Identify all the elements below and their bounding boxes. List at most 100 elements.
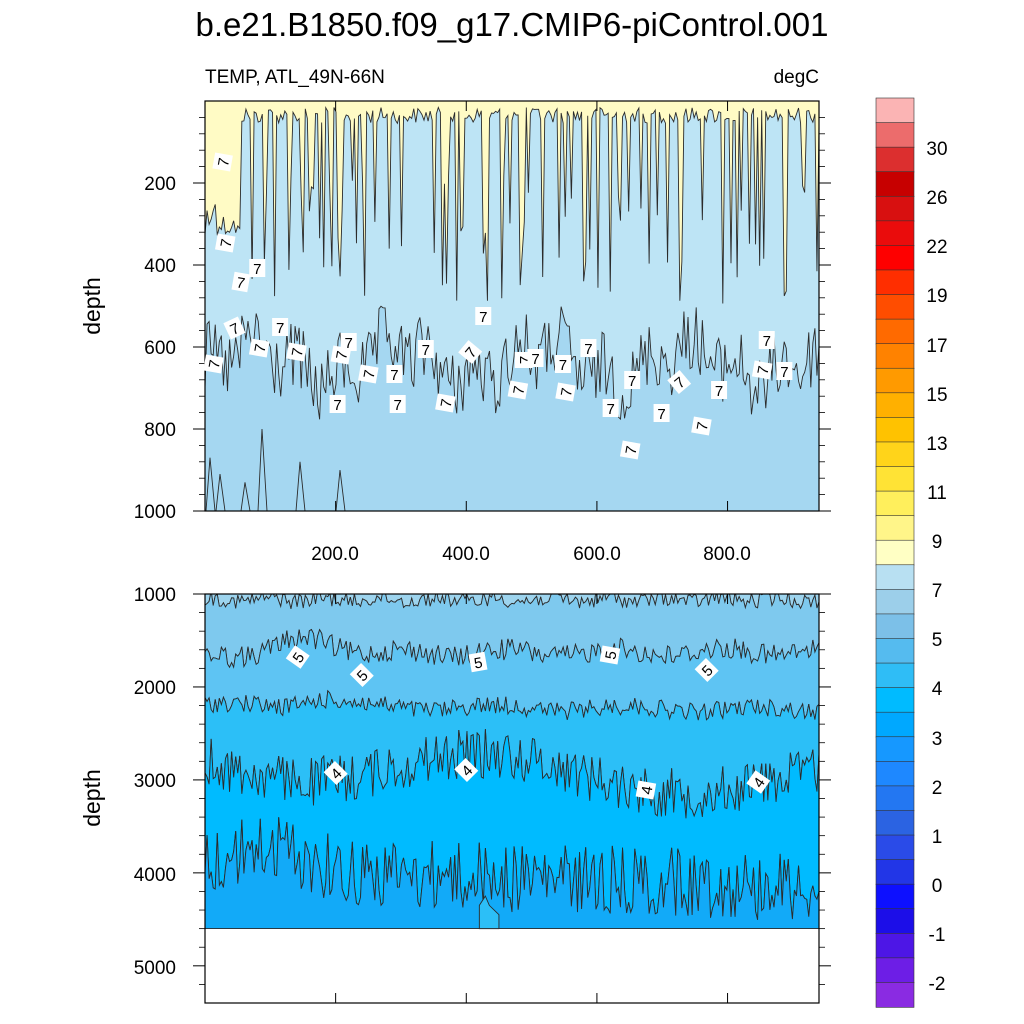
svg-text:5: 5 bbox=[602, 650, 620, 661]
colorbar-label: 9 bbox=[932, 532, 943, 553]
contour-spike bbox=[205, 457, 216, 511]
bottom-channel bbox=[478, 895, 500, 930]
svg-text:7: 7 bbox=[558, 387, 576, 398]
colorbar-label: 13 bbox=[926, 434, 947, 455]
contour-label: 7 bbox=[231, 271, 251, 293]
y-tick-label: 4000 bbox=[134, 865, 176, 886]
top-panel: TEMP, ATL_49N-66N degC 200 400 600 800 1… bbox=[79, 67, 831, 565]
svg-text:7: 7 bbox=[276, 320, 284, 337]
top-plot-frame bbox=[204, 100, 820, 512]
contour-label: 7 bbox=[624, 371, 641, 390]
x-tick-label: 400.0 bbox=[442, 544, 490, 565]
y-tick-label: 200 bbox=[144, 174, 176, 195]
colorbar-box bbox=[875, 761, 915, 787]
contour-label: 7 bbox=[417, 340, 434, 359]
contour-label: 7 bbox=[711, 381, 728, 400]
svg-text:7: 7 bbox=[390, 367, 398, 384]
bottom-y-tick-labels: 1000 2000 3000 4000 5000 bbox=[134, 585, 176, 979]
contour-label: 5 bbox=[349, 662, 374, 688]
svg-text:7: 7 bbox=[755, 365, 773, 376]
x-tick-label: 800.0 bbox=[703, 544, 751, 565]
y-tick-label: 3000 bbox=[134, 771, 176, 792]
y-tick-label: 600 bbox=[144, 338, 176, 359]
contour-label: 7 bbox=[776, 362, 793, 381]
colorbar-box bbox=[875, 343, 915, 369]
y-tick-label: 1000 bbox=[134, 585, 176, 606]
colorbar-label: -2 bbox=[929, 974, 946, 995]
contour-label: 7 bbox=[619, 440, 641, 460]
contour-label: 7 bbox=[214, 233, 236, 253]
colorbar-box bbox=[875, 883, 915, 910]
contour-label: 7 bbox=[249, 259, 266, 278]
colorbar-label: 19 bbox=[926, 286, 947, 307]
svg-text:7: 7 bbox=[289, 347, 307, 358]
contour-spike bbox=[257, 428, 268, 511]
svg-text:7: 7 bbox=[715, 383, 723, 400]
svg-text:4: 4 bbox=[638, 785, 656, 796]
contour-label: 7 bbox=[340, 333, 357, 352]
svg-text:7: 7 bbox=[361, 369, 379, 380]
colorbar-label: 1 bbox=[932, 827, 943, 848]
colorbar: 30 26 22 19 17 15 13 11 9 7 5 4 3 2 1 0 … bbox=[875, 97, 948, 1008]
colorbar-box bbox=[875, 417, 915, 443]
contour-label: 7 bbox=[555, 382, 576, 402]
top-mid-band bbox=[205, 101, 819, 421]
colorbar-box bbox=[875, 589, 915, 615]
svg-text:7: 7 bbox=[422, 342, 430, 359]
contour-label: 4 bbox=[454, 757, 479, 783]
svg-text:7: 7 bbox=[235, 274, 246, 292]
colorbar-label: 0 bbox=[932, 876, 943, 897]
contour-label: 7 bbox=[758, 331, 775, 350]
contour-label: 4 bbox=[746, 770, 771, 794]
colorbar-box bbox=[875, 613, 915, 640]
contour-label: 7 bbox=[435, 393, 456, 413]
contour-label: 7 bbox=[212, 152, 233, 172]
contour-label: 7 bbox=[527, 349, 544, 368]
x-tick-label: 600.0 bbox=[573, 544, 621, 565]
svg-text:7: 7 bbox=[584, 341, 592, 358]
colorbar-box bbox=[875, 687, 915, 713]
colorbar-box bbox=[875, 736, 915, 763]
contour-label: 7 bbox=[691, 416, 712, 436]
colorbar-box bbox=[875, 957, 915, 984]
contour-label: 7 bbox=[272, 318, 289, 337]
colorbar-label: 11 bbox=[927, 483, 947, 504]
svg-text:7: 7 bbox=[438, 398, 456, 409]
contour-label: 7 bbox=[329, 395, 346, 414]
colorbar-label: 7 bbox=[932, 581, 943, 602]
colorbar-box bbox=[875, 662, 915, 689]
contour-spike bbox=[335, 469, 346, 511]
colorbar-label: 4 bbox=[932, 679, 943, 700]
colorbar-box bbox=[875, 859, 915, 885]
top-y-tick-labels: 200 400 600 800 1000 bbox=[134, 174, 176, 523]
bottom-contour-labels: 5 5 5 5 5 4 4 4 4 bbox=[285, 645, 771, 800]
y-tick-label: 800 bbox=[144, 420, 176, 441]
svg-text:7: 7 bbox=[333, 397, 341, 414]
contour-label: 7 bbox=[458, 340, 483, 364]
top-y-axis-label: depth bbox=[79, 277, 105, 335]
svg-text:7: 7 bbox=[531, 351, 539, 368]
colorbar-label: 26 bbox=[926, 188, 947, 209]
colorbar-box bbox=[875, 441, 915, 468]
svg-text:7: 7 bbox=[763, 333, 771, 350]
colorbar-box bbox=[875, 171, 915, 197]
contour-label: 7 bbox=[223, 316, 246, 340]
colorbar-label: 30 bbox=[926, 139, 947, 160]
contour-spike bbox=[295, 461, 306, 511]
colorbar-box bbox=[875, 466, 915, 492]
colorbar-box bbox=[875, 294, 915, 320]
svg-text:7: 7 bbox=[510, 385, 528, 396]
contour-label: 7 bbox=[602, 399, 619, 418]
svg-text:7: 7 bbox=[394, 397, 402, 414]
colorbar-box bbox=[875, 834, 915, 861]
contour-label: 7 bbox=[358, 364, 379, 384]
colorbar-box bbox=[875, 490, 915, 517]
colorbar-label: 17 bbox=[926, 336, 947, 357]
contour-label: 7 bbox=[580, 339, 597, 358]
svg-text:7: 7 bbox=[623, 445, 641, 456]
colorbar-box bbox=[875, 269, 915, 296]
contour-spike bbox=[240, 482, 251, 511]
contour-label: 4 bbox=[635, 780, 656, 800]
